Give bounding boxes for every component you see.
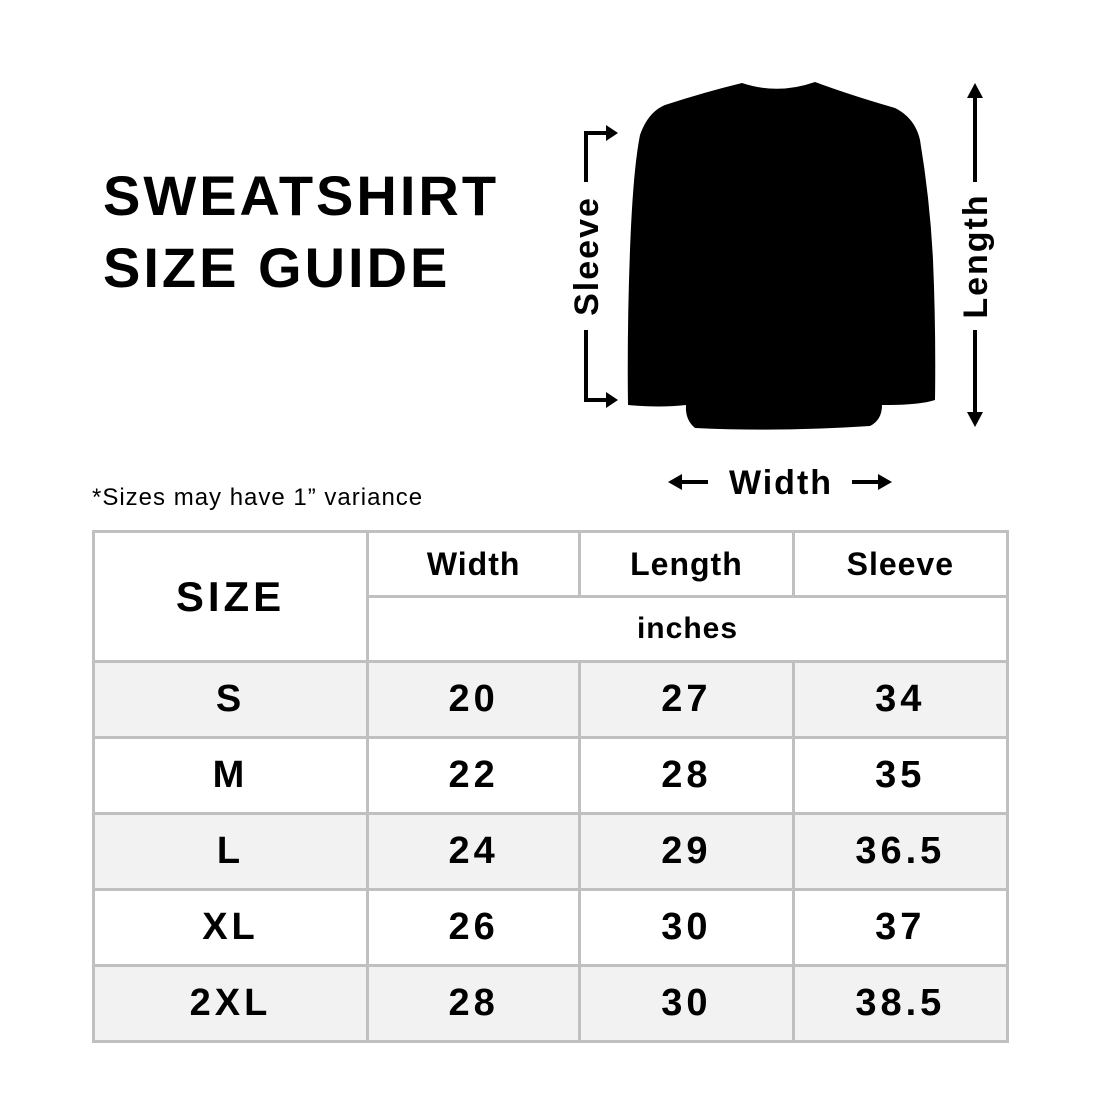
length-cell: 30 xyxy=(578,964,795,1043)
size-cell: L xyxy=(92,812,369,891)
table-row: S 20 27 34 xyxy=(92,660,1010,739)
width-label: Width xyxy=(729,464,833,502)
unit-row: inches xyxy=(94,595,1010,663)
size-cell: 2XL xyxy=(92,964,369,1043)
length-arrowhead-top xyxy=(967,83,983,98)
length-cell: 27 xyxy=(578,660,795,739)
table-row: M 22 28 35 xyxy=(92,736,1010,815)
header-width: Width xyxy=(365,530,582,598)
header-row: SIZE Width Length Sleeve xyxy=(92,530,1010,663)
table-row: 2XL 28 30 38.5 xyxy=(92,964,1010,1043)
width-cell: 22 xyxy=(365,736,582,815)
sleeve-cell: 37 xyxy=(791,888,1010,967)
sleeve-cell: 34 xyxy=(791,660,1010,739)
title-line-1: SWEATSHIRT xyxy=(103,164,500,227)
sleeve-cell: 38.5 xyxy=(791,964,1010,1043)
size-table: SIZE Width Length Sleeve inches S 20 27 … xyxy=(92,530,1010,1043)
table-row: L 24 29 36.5 xyxy=(92,812,1010,891)
length-arrowhead-bottom xyxy=(967,412,983,427)
header-length: Length xyxy=(578,530,795,598)
width-cell: 28 xyxy=(365,964,582,1043)
sleeve-cell: 36.5 xyxy=(791,812,1010,891)
sleeve-arrowhead-bottom xyxy=(606,392,618,408)
length-cell: 28 xyxy=(578,736,795,815)
width-cell: 26 xyxy=(365,888,582,967)
width-arrowhead-right xyxy=(878,474,892,490)
sweatshirt-image xyxy=(627,82,936,430)
title-line-2: SIZE GUIDE xyxy=(103,236,451,299)
sleeve-cell: 35 xyxy=(791,736,1010,815)
width-arrowhead-left xyxy=(668,474,682,490)
sleeve-label: Sleeve xyxy=(568,196,606,316)
length-cell: 30 xyxy=(578,888,795,967)
size-header: SIZE xyxy=(92,530,369,663)
width-cell: 20 xyxy=(365,660,582,739)
sweatshirt-diagram: Sleeve Length Width xyxy=(568,82,995,502)
table-row: XL 26 30 37 xyxy=(92,888,1010,967)
sleeve-arrow xyxy=(584,131,612,402)
width-cell: 24 xyxy=(365,812,582,891)
variance-note: *Sizes may have 1” variance xyxy=(92,484,424,511)
unit-label: inches xyxy=(365,595,1010,663)
size-cell: S xyxy=(92,660,369,739)
header-sleeve: Sleeve xyxy=(791,530,1010,598)
length-cell: 29 xyxy=(578,812,795,891)
size-cell: M xyxy=(92,736,369,815)
length-label: Length xyxy=(957,193,995,318)
sleeve-arrowhead-top xyxy=(606,125,618,141)
page-title: SWEATSHIRT SIZE GUIDE xyxy=(103,160,499,304)
size-cell: XL xyxy=(92,888,369,967)
